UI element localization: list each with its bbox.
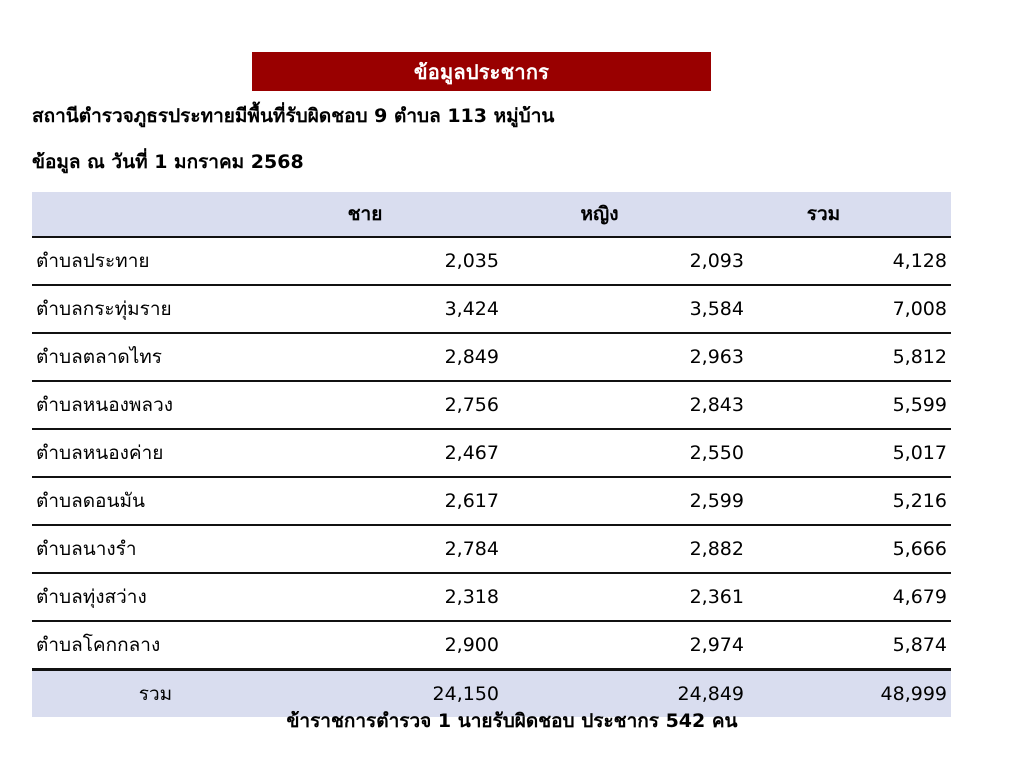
cell-female-count: 2,599 <box>503 477 748 526</box>
column-header-female: หญิง <box>503 192 748 238</box>
cell-subdistrict-name: ตำบลกระทุ่มราย <box>32 285 279 334</box>
table-row: ตำบลประทาย 2,035 2,093 4,128 <box>32 237 951 286</box>
cell-total-count: 4,128 <box>748 237 951 286</box>
cell-male-count: 2,035 <box>279 237 503 286</box>
cell-total-count: 5,812 <box>748 333 951 382</box>
table-row: ตำบลดอนมัน 2,617 2,599 5,216 <box>32 477 951 526</box>
cell-female-count: 2,882 <box>503 525 748 574</box>
cell-subdistrict-name: ตำบลหนองพลวง <box>32 381 279 430</box>
cell-total-male-count: 24,150 <box>279 668 503 717</box>
cell-subdistrict-name: ตำบลหนองค่าย <box>32 429 279 478</box>
cell-male-count: 2,467 <box>279 429 503 478</box>
cell-female-count: 2,843 <box>503 381 748 430</box>
table-row: ตำบลกระทุ่มราย 3,424 3,584 7,008 <box>32 285 951 334</box>
cell-subdistrict-name: ตำบลโคกกลาง <box>32 621 279 671</box>
cell-total-female-count: 24,849 <box>503 668 748 717</box>
cell-total-count: 4,679 <box>748 573 951 622</box>
title-banner: ข้อมูลประชากร <box>252 52 711 91</box>
cell-male-count: 2,318 <box>279 573 503 622</box>
table-total-row: รวม 24,150 24,849 48,999 <box>32 668 951 717</box>
cell-total-count: 5,874 <box>748 621 951 671</box>
cell-total-count: 7,008 <box>748 285 951 334</box>
cell-total-count: 5,599 <box>748 381 951 430</box>
cell-male-count: 2,784 <box>279 525 503 574</box>
table-header-row: ชาย หญิง รวม <box>32 192 951 238</box>
cell-female-count: 3,584 <box>503 285 748 334</box>
column-header-total: รวม <box>748 192 951 238</box>
cell-total-count: 5,017 <box>748 429 951 478</box>
table-body: ตำบลประทาย 2,035 2,093 4,128 ตำบลกระทุ่ม… <box>32 237 951 717</box>
table-row: ตำบลนางรำ 2,784 2,882 5,666 <box>32 525 951 574</box>
cell-subdistrict-name: ตำบลนางรำ <box>32 525 279 574</box>
table-row: ตำบลตลาดไทร 2,849 2,963 5,812 <box>32 333 951 382</box>
page-title: ข้อมูลประชากร <box>413 59 550 84</box>
table-row: ตำบลโคกกลาง 2,900 2,974 5,874 <box>32 621 951 671</box>
cell-female-count: 2,550 <box>503 429 748 478</box>
cell-total-count: 5,666 <box>748 525 951 574</box>
cell-subdistrict-name: ตำบลทุ่งสว่าง <box>32 573 279 622</box>
subtitle-asof-date: ข้อมูล ณ วันที่ 1 มกราคม 2568 <box>32 151 304 173</box>
table-row: ตำบลทุ่งสว่าง 2,318 2,361 4,679 <box>32 573 951 622</box>
cell-total-count: 5,216 <box>748 477 951 526</box>
cell-male-count: 2,849 <box>279 333 503 382</box>
cell-subdistrict-name: ตำบลดอนมัน <box>32 477 279 526</box>
cell-male-count: 2,756 <box>279 381 503 430</box>
cell-female-count: 2,361 <box>503 573 748 622</box>
cell-female-count: 2,963 <box>503 333 748 382</box>
cell-female-count: 2,974 <box>503 621 748 671</box>
footer-officer-ratio-note: ข้าราชการตำรวจ 1 นายรับผิดชอบ ประชากร 54… <box>286 710 738 732</box>
cell-male-count: 3,424 <box>279 285 503 334</box>
table-row: ตำบลหนองค่าย 2,467 2,550 5,017 <box>32 429 951 478</box>
cell-male-count: 2,900 <box>279 621 503 671</box>
table-header: ชาย หญิง รวม <box>32 192 951 238</box>
cell-subdistrict-name: ตำบลตลาดไทร <box>32 333 279 382</box>
cell-grand-total-count: 48,999 <box>748 668 951 717</box>
population-table: ชาย หญิง รวม ตำบลประทาย 2,035 2,093 4,12… <box>32 192 951 717</box>
column-header-name <box>32 192 279 238</box>
cell-total-label: รวม <box>32 668 279 717</box>
cell-male-count: 2,617 <box>279 477 503 526</box>
cell-female-count: 2,093 <box>503 237 748 286</box>
table-row: ตำบลหนองพลวง 2,756 2,843 5,599 <box>32 381 951 430</box>
subtitle-coverage: สถานีตำรวจภูธรประทายมีพื้นที่รับผิดชอบ 9… <box>32 105 555 127</box>
column-header-male: ชาย <box>279 192 503 238</box>
cell-subdistrict-name: ตำบลประทาย <box>32 237 279 286</box>
